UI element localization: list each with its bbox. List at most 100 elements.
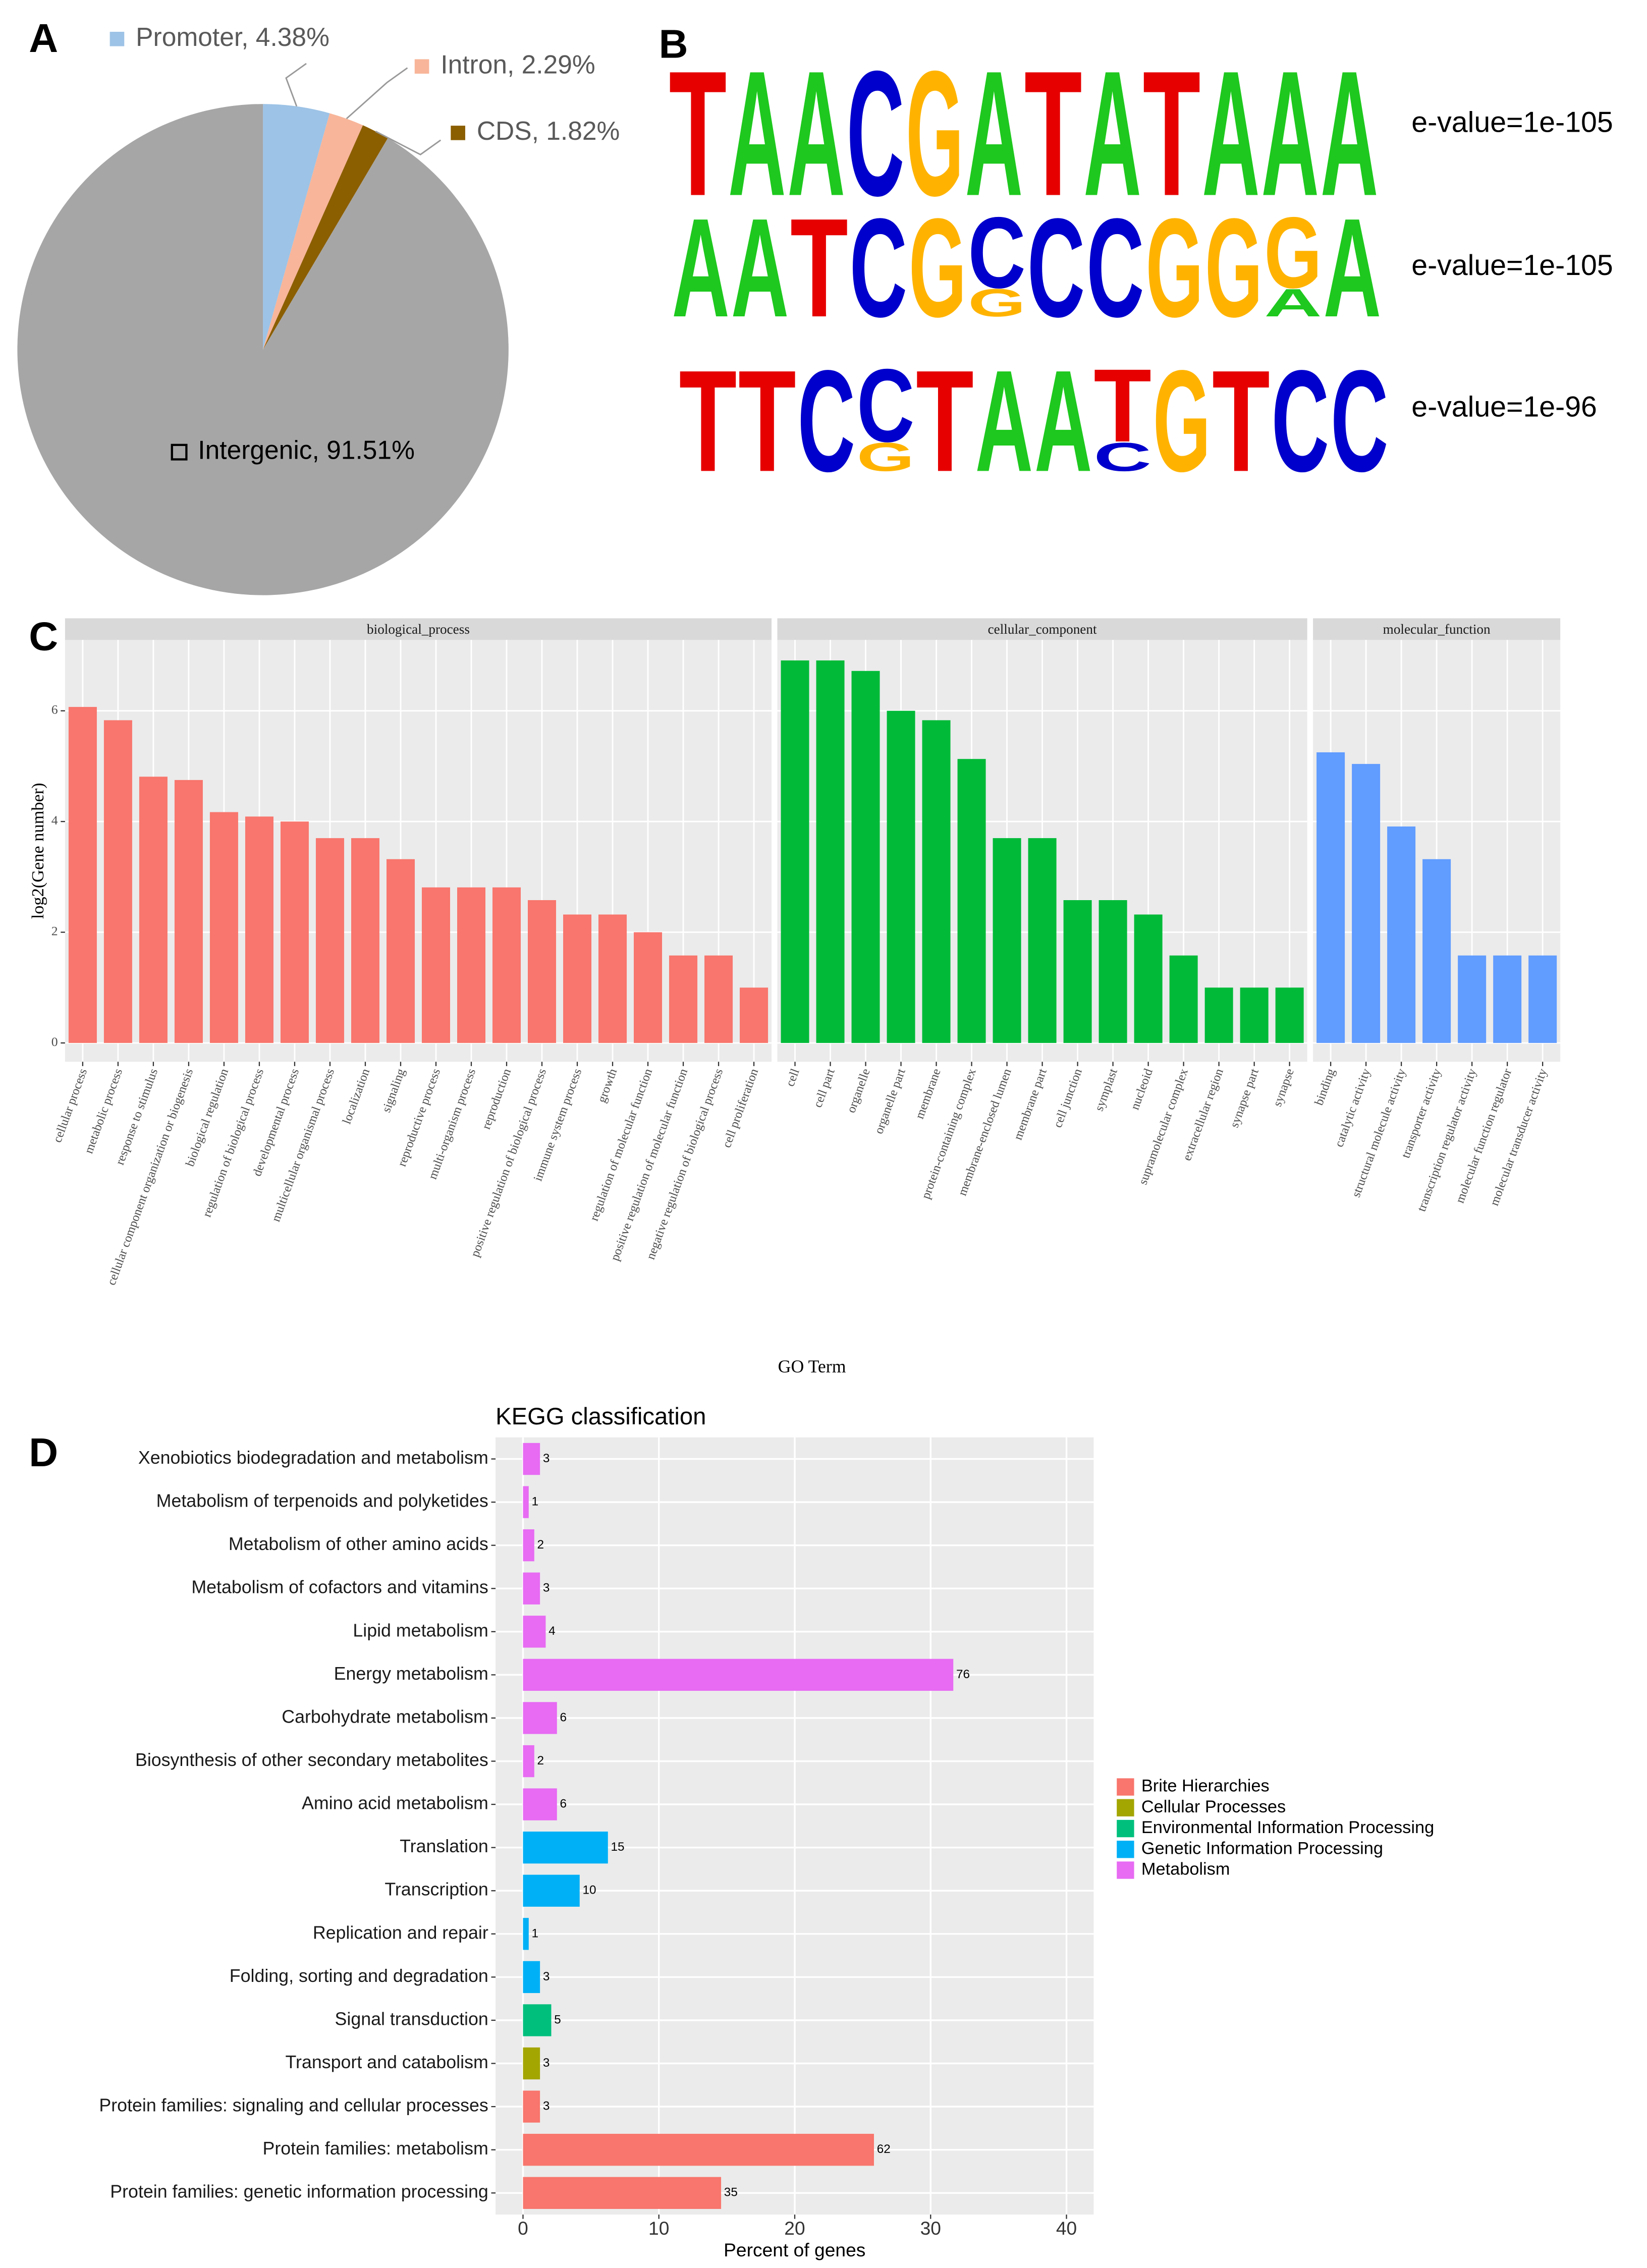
bar xyxy=(523,1616,546,1648)
legend-label: Environmental Information Processing xyxy=(1141,1818,1434,1837)
x-axis-label: GO Term xyxy=(778,1356,846,1376)
x-tick-label: synapse part xyxy=(1228,1067,1261,1129)
logo-letter: G xyxy=(906,34,964,233)
count-label: 2 xyxy=(537,1754,544,1767)
x-tick-label: metabolic process xyxy=(82,1067,125,1155)
count-label: 62 xyxy=(877,2142,891,2156)
bar xyxy=(1458,955,1487,1043)
bar xyxy=(669,955,698,1043)
pie-slice xyxy=(17,104,509,595)
bar xyxy=(421,887,450,1043)
y-tick-label: Folding, sorting and degradation xyxy=(230,1966,488,1986)
logo-letter: G xyxy=(909,190,967,347)
bar xyxy=(1528,955,1557,1043)
x-tick-label: 10 xyxy=(648,2218,669,2239)
legend-label: Brite Hierarchies xyxy=(1141,1777,1270,1796)
bar xyxy=(851,671,880,1043)
bar xyxy=(103,720,132,1043)
slice-label: CDS, 1.82% xyxy=(477,116,620,145)
bar xyxy=(1063,900,1092,1043)
legend-label: Metabolism xyxy=(1141,1860,1230,1879)
logo-letter: C xyxy=(1272,340,1330,502)
bar xyxy=(523,2177,722,2209)
leader-line xyxy=(346,67,408,120)
legend-key xyxy=(451,126,465,140)
bar xyxy=(528,900,557,1043)
y-tick-label: 2 xyxy=(51,924,58,938)
logo-letter: T xyxy=(669,34,727,233)
count-label: 15 xyxy=(611,1840,624,1854)
e-value-label: e-value=1e-105 xyxy=(1411,106,1613,138)
logo-letter: T xyxy=(790,190,848,347)
bar xyxy=(1316,752,1345,1043)
x-tick-label: catalytic activity xyxy=(1332,1067,1373,1149)
bar xyxy=(523,1832,608,1864)
count-label: 1 xyxy=(532,1926,539,1940)
y-tick-label: Protein families: genetic information pr… xyxy=(110,2182,488,2202)
y-tick-label: Metabolism of other amino acids xyxy=(229,1534,488,1554)
count-label: 6 xyxy=(560,1710,567,1724)
count-label: 10 xyxy=(582,1884,596,1897)
y-tick-label: Metabolism of cofactors and vitamins xyxy=(191,1577,488,1597)
bar xyxy=(922,720,951,1043)
bar xyxy=(139,777,168,1043)
panel-letter: B xyxy=(659,21,688,67)
logo-letter: C xyxy=(1093,434,1151,480)
y-tick-label: Protein families: metabolism xyxy=(263,2138,488,2159)
y-tick-label: 4 xyxy=(51,813,58,827)
strip xyxy=(65,618,772,640)
count-label: 3 xyxy=(543,1452,550,1465)
bar xyxy=(1169,955,1198,1043)
bar xyxy=(523,1745,534,1778)
logo-letter: G xyxy=(968,281,1026,325)
legend-key xyxy=(1117,1799,1134,1817)
logo-letter: T xyxy=(1024,34,1082,233)
bar xyxy=(523,1529,534,1562)
strip-label: biological_process xyxy=(367,622,470,637)
bar xyxy=(523,1658,954,1691)
strip xyxy=(1313,618,1561,640)
panel-letter: C xyxy=(29,613,58,658)
strip xyxy=(777,618,1307,640)
strip-label: molecular_function xyxy=(1383,622,1491,637)
x-tick-label: cell junction xyxy=(1051,1067,1085,1129)
panel-letter: A xyxy=(29,15,58,61)
x-tick-label: multicellular organismal process xyxy=(269,1067,337,1224)
x-tick-label: nucleoid xyxy=(1128,1067,1155,1112)
x-tick-label: reproduction xyxy=(479,1067,514,1131)
x-tick-label: 0 xyxy=(518,2218,528,2239)
logo-letter: T xyxy=(916,340,974,502)
x-tick-label: synapse xyxy=(1271,1067,1297,1109)
bar xyxy=(523,2047,540,2080)
chart-title: KEGG classification xyxy=(496,1403,706,1430)
bar xyxy=(523,1443,540,1475)
legend-label: Cellular Processes xyxy=(1141,1797,1286,1816)
bar xyxy=(957,759,986,1043)
bar xyxy=(563,914,592,1043)
x-tick-label: cell proliferation xyxy=(720,1067,761,1149)
y-tick-label: Translation xyxy=(400,1836,488,1856)
bar xyxy=(1422,859,1451,1043)
bar xyxy=(174,780,203,1043)
x-tick-label: 20 xyxy=(784,2218,805,2239)
logo-letter: G xyxy=(1205,190,1263,347)
count-label: 1 xyxy=(532,1495,539,1509)
bar xyxy=(634,932,663,1043)
bar xyxy=(68,707,97,1043)
legend-key xyxy=(171,444,188,461)
legend-key xyxy=(414,59,429,74)
bar xyxy=(492,887,521,1043)
bar xyxy=(523,1874,580,1907)
strip-label: cellular_component xyxy=(988,622,1097,637)
logo-letter: T xyxy=(1143,34,1201,233)
logo-letter: A xyxy=(731,190,789,347)
bar xyxy=(1134,914,1163,1043)
y-tick-label: Protein families: signaling and cellular… xyxy=(99,2095,488,2116)
logo-letter: T xyxy=(679,340,737,502)
bar xyxy=(1099,900,1127,1043)
logo-letter: A xyxy=(1202,34,1260,233)
count-label: 3 xyxy=(543,2099,550,2113)
y-tick-label: Carbohydrate metabolism xyxy=(282,1706,488,1727)
x-tick-label: signaling xyxy=(379,1067,408,1114)
